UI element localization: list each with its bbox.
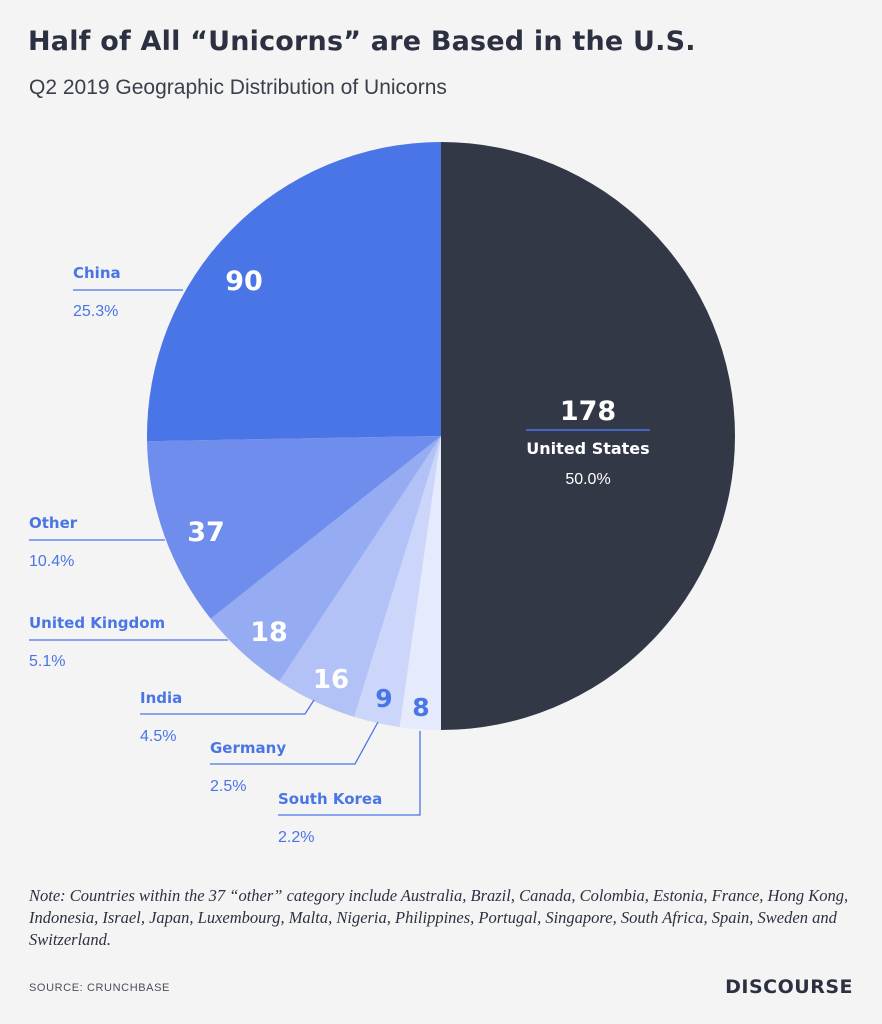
category-label-other: Other [29, 514, 78, 532]
leader-line-india [140, 699, 315, 715]
value-label-united-kingdom: 18 [250, 617, 288, 648]
pie-slice-india [279, 436, 441, 717]
value-label-india: 16 [313, 665, 349, 695]
pie-slice-other [147, 436, 442, 619]
value-label-other: 37 [187, 517, 225, 548]
chart-subtitle: Q2 2019 Geographic Distribution of Unico… [29, 76, 447, 99]
brand-logo: DISCOURSE [725, 976, 853, 998]
leader-line-south-korea [278, 731, 421, 816]
category-label-united-kingdom: United Kingdom [29, 614, 165, 632]
percent-label-united-states: 50.0% [565, 471, 610, 488]
category-label-india: India [140, 689, 182, 707]
value-label-germany: 9 [375, 684, 392, 713]
pie-slice-united-kingdom [210, 436, 441, 682]
percent-label-germany: 2.5% [210, 778, 246, 795]
footnote: Note: Countries within the 37 “other” ca… [29, 886, 849, 949]
leader-line-germany [210, 721, 379, 765]
value-label-china: 90 [225, 266, 263, 297]
percent-label-united-kingdom: 5.1% [29, 653, 65, 670]
pie-slice-china [147, 142, 441, 442]
category-label-united-states: United States [526, 439, 649, 458]
pie-slice-south-korea [399, 436, 441, 730]
value-label-united-states: 178 [560, 396, 616, 427]
percent-label-india: 4.5% [140, 728, 176, 745]
pie-slice-united-states [441, 142, 735, 730]
percent-label-other: 10.4% [29, 553, 74, 570]
percent-label-south-korea: 2.2% [278, 829, 314, 846]
value-label-south-korea: 8 [412, 693, 429, 722]
pie-slice-germany [354, 436, 441, 728]
percent-label-china: 25.3% [73, 303, 118, 320]
category-label-south-korea: South Korea [278, 790, 382, 808]
source-label: SOURCE: CRUNCHBASE [29, 982, 170, 994]
chart-title: Half of All “Unicorns” are Based in the … [28, 26, 696, 57]
category-label-china: China [73, 264, 121, 282]
category-label-germany: Germany [210, 739, 286, 757]
